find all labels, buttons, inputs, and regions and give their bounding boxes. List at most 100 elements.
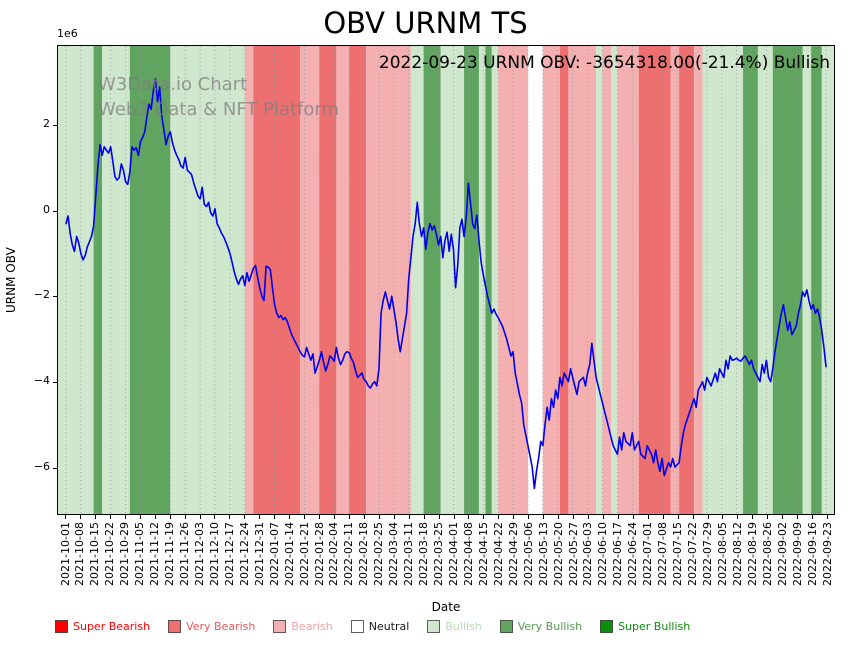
x-tick-label: 2022-08-26 (761, 522, 774, 596)
x-tick-label: 2022-07-15 (671, 522, 684, 596)
x-tick-label-text: 2022-04-15 (476, 522, 490, 586)
chart-title: OBV URNM TS (323, 6, 528, 40)
x-tick-label: 2021-12-24 (238, 522, 251, 596)
regime-band-bullish (410, 46, 424, 514)
x-tick-label: 2022-04-15 (477, 522, 490, 596)
regime-band-very-bullish (743, 46, 758, 514)
x-tick-mark (244, 515, 246, 519)
x-tick-label-text: 2022-05-20 (551, 522, 565, 586)
x-tick-label-text: 2021-10-29 (118, 522, 132, 586)
x-axis-label: Date (431, 600, 461, 614)
x-tick-mark (154, 515, 156, 519)
regime-band-bullish (479, 46, 486, 514)
x-tick-mark (304, 515, 306, 519)
x-tick-mark (662, 515, 664, 519)
x-tick-mark (124, 515, 126, 519)
legend-label: Very Bullish (517, 620, 583, 633)
x-tick-label-text: 2021-12-03 (193, 522, 206, 586)
x-tick-label: 2022-09-02 (776, 522, 789, 596)
x-tick-mark (707, 515, 709, 519)
x-tick-label-text: 2021-10-08 (73, 522, 87, 586)
regime-band-very-bullish (129, 46, 171, 514)
regime-band-very-bearish (253, 46, 301, 514)
legend-swatch (350, 620, 364, 633)
x-tick-label: 2022-06-24 (626, 522, 639, 596)
x-tick-label-text: 2022-06-10 (596, 522, 610, 586)
x-tick-mark (483, 515, 485, 519)
x-tick-label-text: 2021-10-01 (58, 522, 72, 586)
x-tick-label-text: 2021-12-31 (252, 522, 266, 586)
x-tick-mark (169, 515, 171, 519)
legend-label: Neutral (368, 620, 410, 633)
x-tick-label: 2022-07-01 (641, 522, 654, 596)
x-tick-label-text: 2022-08-05 (715, 522, 729, 586)
regime-band-bullish (610, 46, 618, 514)
x-tick-mark (737, 515, 739, 519)
x-tick-label: 2021-11-12 (148, 522, 161, 596)
x-tick-label: 2022-05-20 (552, 522, 565, 596)
x-tick-mark (528, 515, 530, 519)
regime-band-very-bullish (93, 46, 103, 514)
x-tick-label-text: 2021-10-15 (88, 522, 102, 586)
legend-item-super-bearish: Super Bearish (55, 620, 150, 633)
x-tick-label: 2022-01-21 (298, 522, 311, 596)
regime-band-very-bullish (772, 46, 803, 514)
x-tick-label: 2022-04-08 (462, 522, 475, 596)
x-tick-mark (677, 515, 679, 519)
x-tick-label: 2022-08-12 (731, 522, 744, 596)
x-tick-mark (617, 515, 619, 519)
x-tick-label: 2021-10-29 (118, 522, 131, 596)
x-tick-mark (752, 515, 754, 519)
x-tick-mark (393, 515, 395, 519)
x-tick-label-text: 2022-09-09 (790, 522, 804, 586)
x-tick-mark (139, 515, 141, 519)
x-tick-label-text: 2021-10-22 (103, 522, 117, 586)
regime-band-very-bearish (349, 46, 367, 514)
x-tick-label: 2022-09-09 (791, 522, 804, 596)
x-tick-mark (782, 515, 784, 519)
regime-band-neutral (527, 46, 543, 514)
x-tick-label: 2022-01-07 (268, 522, 281, 596)
regime-band-very-bullish (811, 46, 822, 514)
x-tick-label: 2021-10-01 (59, 522, 72, 596)
x-tick-label: 2021-10-08 (73, 522, 86, 596)
regime-band-very-bearish (679, 46, 694, 514)
x-tick-label: 2021-12-17 (223, 522, 236, 596)
regime-band-bullish (440, 46, 465, 514)
regime-band-bearish (542, 46, 560, 514)
regime-band-very-bearish (638, 46, 671, 514)
legend-item-neutral: Neutral (350, 620, 410, 633)
regime-band-bearish (336, 46, 350, 514)
x-tick-label: 2022-03-11 (402, 522, 415, 596)
x-tick-label-text: 2022-08-12 (730, 522, 744, 586)
x-tick-label: 2022-05-27 (567, 522, 580, 596)
x-tick-mark (199, 515, 201, 519)
x-tick-label: 2022-05-13 (537, 522, 550, 596)
y-axis-offset-label: 1e6 (57, 27, 78, 40)
x-tick-mark (65, 515, 66, 519)
x-tick-label-text: 2022-07-01 (641, 522, 655, 586)
regime-band-bullish (596, 46, 603, 514)
x-tick-mark (558, 515, 560, 519)
regime-band-very-bearish (559, 46, 569, 514)
x-tick-label-text: 2021-11-26 (178, 522, 191, 586)
x-tick-label: 2022-02-25 (372, 522, 385, 596)
x-tick-label-text: 2022-06-24 (626, 522, 640, 586)
x-tick-mark (692, 515, 694, 519)
x-tick-label-text: 2022-01-28 (312, 522, 326, 586)
x-tick-label: 2021-11-05 (133, 522, 146, 596)
x-tick-label: 2022-08-19 (746, 522, 759, 596)
x-tick-label-text: 2021-11-19 (163, 522, 177, 586)
regime-band-bullish (102, 46, 130, 514)
x-tick-label-text: 2022-09-16 (805, 522, 819, 586)
x-tick-mark (109, 515, 111, 519)
x-tick-label: 2022-04-29 (507, 522, 520, 596)
regime-band-bearish (602, 46, 611, 514)
x-tick-label: 2021-12-31 (253, 522, 266, 596)
x-tick-label-text: 2022-07-29 (701, 522, 714, 586)
obv-value-annotation: 2022-09-23 URNM OBV: -3654318.00(-21.4%)… (378, 53, 830, 73)
regime-band-very-bullish (464, 46, 479, 514)
x-tick-label-text: 2022-04-08 (461, 522, 475, 586)
legend-item-very-bearish: Very Bearish (168, 620, 255, 633)
x-tick-label-text: 2022-02-11 (342, 522, 356, 586)
